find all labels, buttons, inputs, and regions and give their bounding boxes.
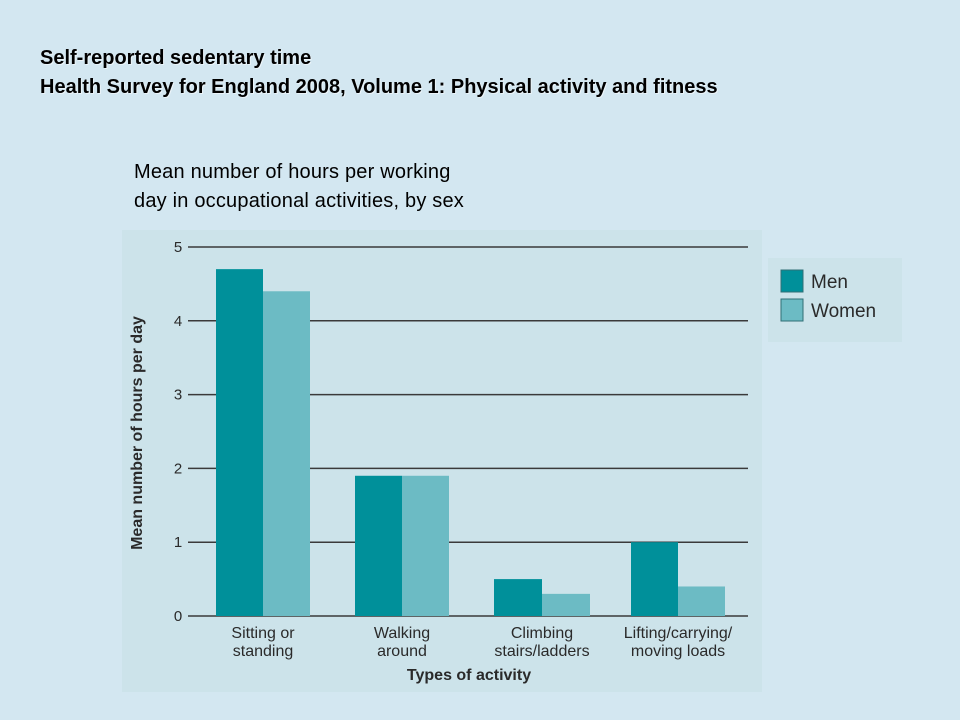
category-label-line: around [377, 643, 427, 660]
category-label-line: stairs/ladders [494, 643, 589, 660]
bar-women-3 [542, 593, 590, 616]
y-tick-label-1: 1 [174, 534, 182, 551]
y-tick-labels: 0 1 2 3 4 5 [174, 239, 182, 625]
bar-women-1 [263, 291, 310, 616]
y-tick-label-4: 4 [174, 313, 182, 330]
bar-men-2 [355, 475, 402, 616]
category-label-3: Climbing stairs/ladders [494, 625, 589, 660]
category-label-line: Walking [374, 625, 430, 642]
legend-swatch-women [780, 298, 804, 322]
bar-men-3 [494, 579, 542, 616]
category-label-line: Climbing [511, 625, 573, 642]
slide-title-line-2: Health Survey for England 2008, Volume 1… [40, 76, 718, 98]
category-label-2: Walking around [374, 625, 430, 660]
y-axis-label: Mean number of hours per day [129, 316, 146, 550]
chart-caption-line-2: day in occupational activities, by sex [134, 190, 464, 212]
category-label-line: Sitting or [231, 625, 295, 642]
legend: Men Women [780, 269, 876, 322]
category-label-line: standing [233, 643, 294, 660]
bars [216, 269, 725, 616]
bar-men-1 [216, 269, 263, 616]
category-label-line: moving loads [631, 643, 725, 660]
legend-label-men: Men [811, 272, 848, 293]
chart-caption-line-1: Mean number of hours per working [134, 161, 451, 183]
category-label-1: Sitting or standing [231, 625, 295, 660]
slide-title: Self-reported sedentary time Health Surv… [40, 44, 718, 102]
bar-women-2 [402, 475, 449, 616]
y-tick-label-2: 2 [174, 460, 182, 477]
legend-swatch-men [780, 269, 804, 293]
legend-label-women: Women [811, 301, 876, 322]
category-label-line: Lifting/carrying/ [624, 625, 733, 642]
y-tick-label-0: 0 [174, 608, 182, 625]
y-tick-label-5: 5 [174, 239, 182, 256]
bar-women-4 [678, 586, 725, 616]
slide-title-line-1: Self-reported sedentary time [40, 47, 312, 69]
x-axis-label: Types of activity [407, 667, 531, 684]
bar-men-4 [631, 542, 678, 616]
chart-caption: Mean number of hours per working day in … [134, 158, 464, 216]
y-tick-label-3: 3 [174, 387, 182, 404]
category-label-4: Lifting/carrying/moving loads [624, 625, 733, 660]
